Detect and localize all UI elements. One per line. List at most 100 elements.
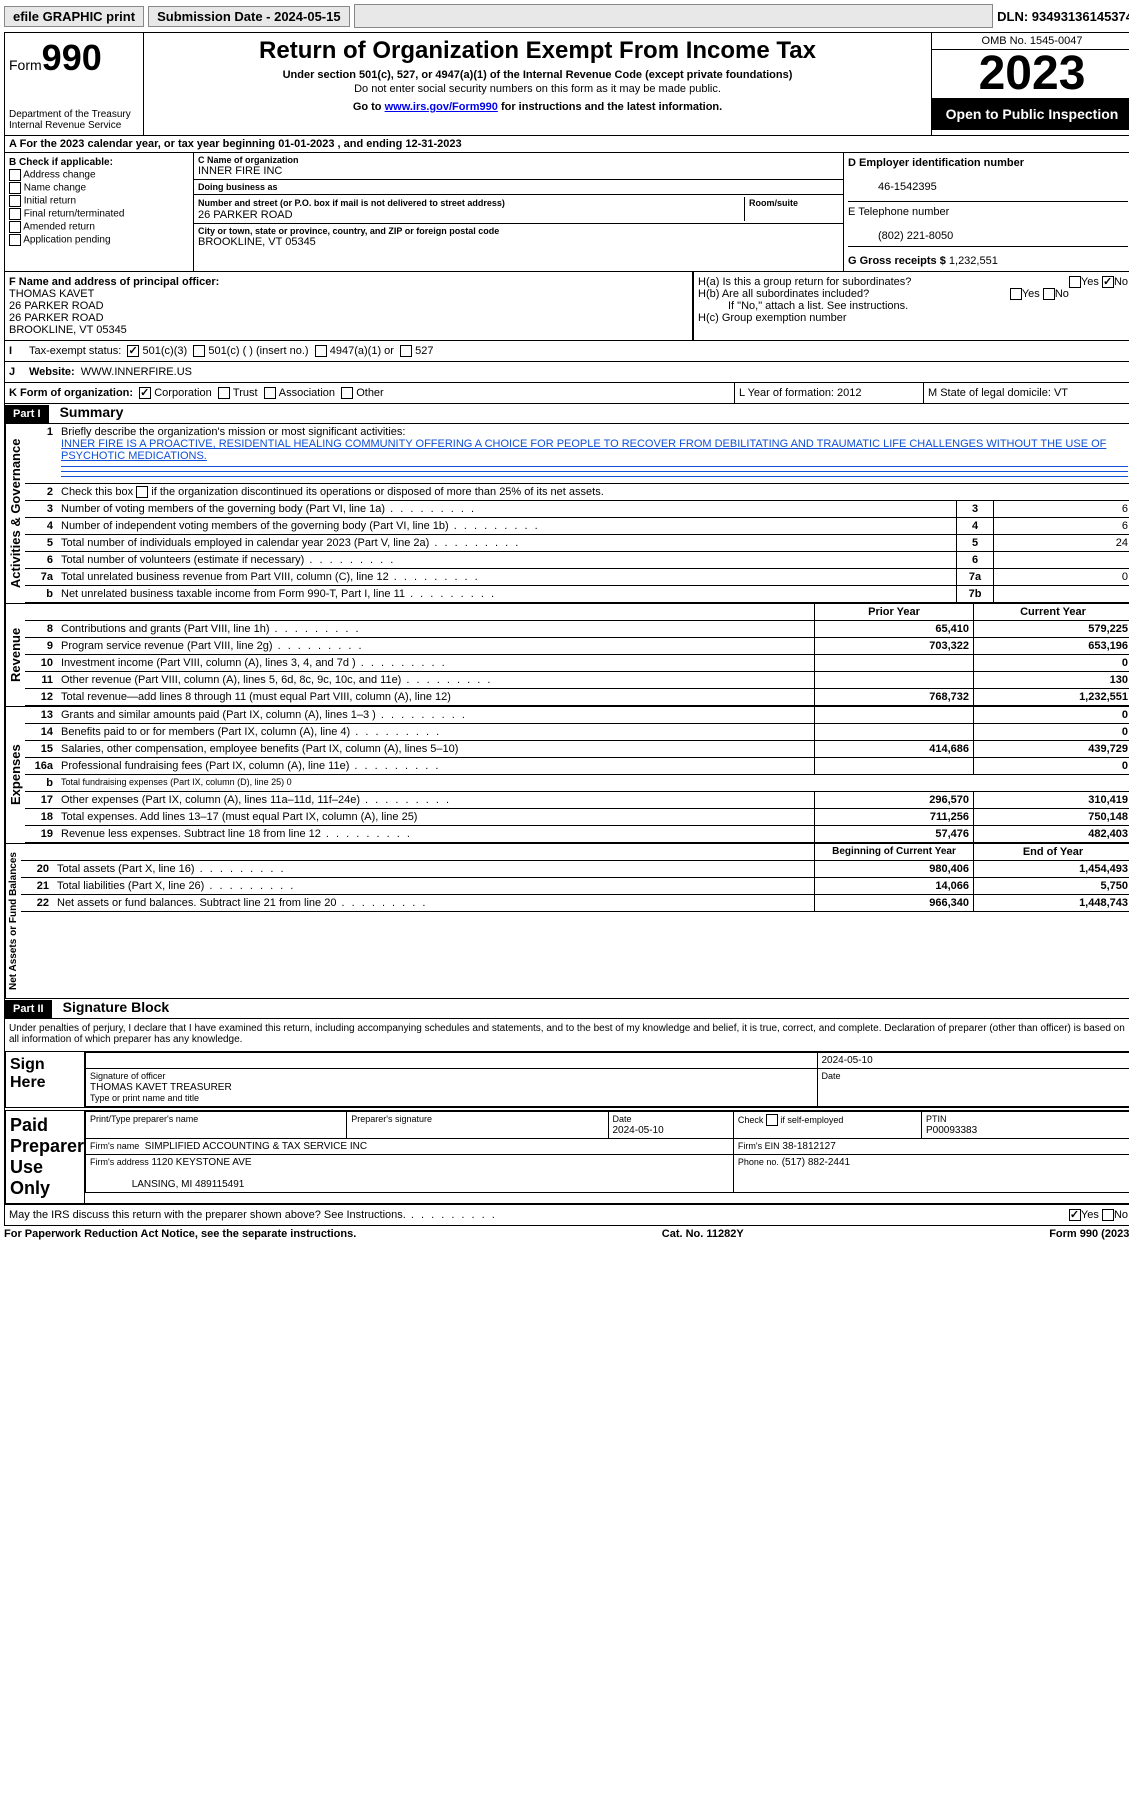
check-4947[interactable] bbox=[315, 345, 327, 357]
paid-preparer-block: Paid Preparer Use Only Print/Type prepar… bbox=[5, 1110, 1129, 1204]
discuss-text: May the IRS discuss this return with the… bbox=[9, 1209, 497, 1221]
opt-initial: Initial return bbox=[24, 196, 76, 207]
l19-py: 57,476 bbox=[815, 826, 974, 843]
phone-val: (802) 221-8050 bbox=[878, 230, 953, 242]
name-label: C Name of organization bbox=[198, 155, 839, 165]
efile-print-button[interactable]: efile GRAPHIC print bbox=[4, 6, 144, 27]
sign-here-block: Sign Here 2024-05-10 Signature of office… bbox=[5, 1051, 1129, 1108]
l16b-text: Total fundraising expenses (Part IX, col… bbox=[57, 775, 1129, 792]
firm-phone-val: (517) 882-2441 bbox=[782, 1157, 850, 1168]
discuss-yes[interactable] bbox=[1069, 1209, 1081, 1221]
tax-year: 2023 bbox=[932, 50, 1129, 98]
l12-cy: 1,232,551 bbox=[974, 689, 1129, 706]
form-header: Form990 Department of the Treasury Inter… bbox=[5, 33, 1129, 136]
addr-label: Number and street (or P.O. box if mail i… bbox=[198, 198, 505, 208]
opt-address: Address change bbox=[23, 170, 95, 181]
l16a-py bbox=[815, 758, 974, 775]
officer-name-sig: THOMAS KAVET TREASURER bbox=[90, 1082, 232, 1093]
l6-val bbox=[994, 552, 1129, 569]
check-assoc[interactable] bbox=[264, 387, 276, 399]
check-527[interactable] bbox=[400, 345, 412, 357]
l7b-box: 7b bbox=[957, 586, 994, 603]
firm-name-label: Firm's name bbox=[90, 1141, 139, 1151]
org-name: INNER FIRE INC bbox=[198, 165, 839, 177]
check-l2[interactable] bbox=[136, 486, 148, 498]
ptin-label: PTIN bbox=[926, 1114, 947, 1124]
l7a-box: 7a bbox=[957, 569, 994, 586]
col-boy: Beginning of Current Year bbox=[815, 844, 974, 861]
l13-py bbox=[815, 707, 974, 724]
form-subtitle1: Under section 501(c), 527, or 4947(a)(1)… bbox=[148, 69, 927, 81]
l20-text: Total assets (Part X, line 16) bbox=[53, 861, 815, 878]
l18-text: Total expenses. Add lines 13–17 (must eq… bbox=[57, 809, 815, 826]
website-label: Website: bbox=[29, 366, 75, 378]
hc-label: H(c) Group exemption number bbox=[698, 312, 1128, 324]
city-label: City or town, state or province, country… bbox=[198, 226, 839, 236]
l10-py bbox=[815, 655, 974, 672]
sig-date-val: 2024-05-10 bbox=[817, 1053, 1129, 1069]
opt-501c3: 501(c)(3) bbox=[143, 345, 188, 357]
l17-py: 296,570 bbox=[815, 792, 974, 809]
discuss-no[interactable] bbox=[1102, 1209, 1114, 1221]
check-amended[interactable] bbox=[9, 221, 21, 233]
check-other[interactable] bbox=[341, 387, 353, 399]
addr-val: 26 PARKER ROAD bbox=[198, 209, 293, 221]
l8-cy: 579,225 bbox=[974, 621, 1129, 638]
check-corp[interactable] bbox=[139, 387, 151, 399]
l3-box: 3 bbox=[957, 501, 994, 518]
opt-4947: 4947(a)(1) or bbox=[330, 345, 394, 357]
prep-sig-label: Preparer's signature bbox=[351, 1114, 432, 1124]
check-pending[interactable] bbox=[9, 234, 21, 246]
check-self-label: Check if self-employed bbox=[738, 1115, 844, 1125]
check-501c3[interactable] bbox=[127, 345, 139, 357]
check-trust[interactable] bbox=[218, 387, 230, 399]
rot-expenses: Expenses bbox=[5, 707, 25, 843]
l6-text: Total number of volunteers (estimate if … bbox=[57, 552, 957, 569]
section-h: H(a) Is this a group return for subordin… bbox=[693, 272, 1129, 340]
ha-yes[interactable] bbox=[1069, 276, 1081, 288]
check-final[interactable] bbox=[9, 208, 21, 220]
check-501c[interactable] bbox=[193, 345, 205, 357]
section-d: D Employer identification number 46-1542… bbox=[843, 153, 1129, 271]
section-klm-row: K Form of organization: Corporation Trus… bbox=[5, 383, 1129, 404]
opt-name: Name change bbox=[24, 183, 86, 194]
opt-other: Other bbox=[356, 387, 384, 399]
dba-label: Doing business as bbox=[198, 182, 839, 192]
l21-cy: 5,750 bbox=[974, 878, 1129, 895]
col-current: Current Year bbox=[974, 604, 1129, 621]
form-subtitle2: Do not enter social security numbers on … bbox=[148, 83, 927, 95]
section-i-row: I Tax-exempt status: 501(c)(3) 501(c) ( … bbox=[5, 341, 1129, 362]
prep-date-label: Date bbox=[613, 1114, 632, 1124]
l5-text: Total number of individuals employed in … bbox=[57, 535, 957, 552]
l18-py: 711,256 bbox=[815, 809, 974, 826]
check-address-change[interactable] bbox=[9, 169, 21, 181]
irs-label: Internal Revenue Service bbox=[9, 120, 139, 131]
l20-cy: 1,454,493 bbox=[974, 861, 1129, 878]
ha-no[interactable] bbox=[1102, 276, 1114, 288]
l9-py: 703,322 bbox=[815, 638, 974, 655]
section-f-label: F Name and address of principal officer: bbox=[9, 276, 219, 288]
check-name-change[interactable] bbox=[9, 182, 21, 194]
opt-assoc: Association bbox=[279, 387, 335, 399]
hb-no[interactable] bbox=[1043, 288, 1055, 300]
l13-text: Grants and similar amounts paid (Part IX… bbox=[57, 707, 815, 724]
city-val: BROOKLINE, VT 05345 bbox=[198, 236, 839, 248]
form-ref: Form 990 (2023) bbox=[1049, 1228, 1129, 1240]
l9-cy: 653,196 bbox=[974, 638, 1129, 655]
l15-cy: 439,729 bbox=[974, 741, 1129, 758]
l16a-cy: 0 bbox=[974, 758, 1129, 775]
section-b-label: B Check if applicable: bbox=[9, 157, 113, 168]
check-initial[interactable] bbox=[9, 195, 21, 207]
officer-addr1: 26 PARKER ROAD bbox=[9, 300, 104, 312]
l4-box: 4 bbox=[957, 518, 994, 535]
l12-py: 768,732 bbox=[815, 689, 974, 706]
top-bar: efile GRAPHIC print Submission Date - 20… bbox=[4, 4, 1129, 28]
check-self-employed[interactable] bbox=[766, 1114, 778, 1126]
l5-box: 5 bbox=[957, 535, 994, 552]
l11-py bbox=[815, 672, 974, 689]
l7a-val: 0 bbox=[994, 569, 1129, 586]
l7b-val bbox=[994, 586, 1129, 603]
hb-yes[interactable] bbox=[1010, 288, 1022, 300]
l3-text: Number of voting members of the governin… bbox=[57, 501, 957, 518]
irs-link[interactable]: www.irs.gov/Form990 bbox=[385, 101, 498, 113]
